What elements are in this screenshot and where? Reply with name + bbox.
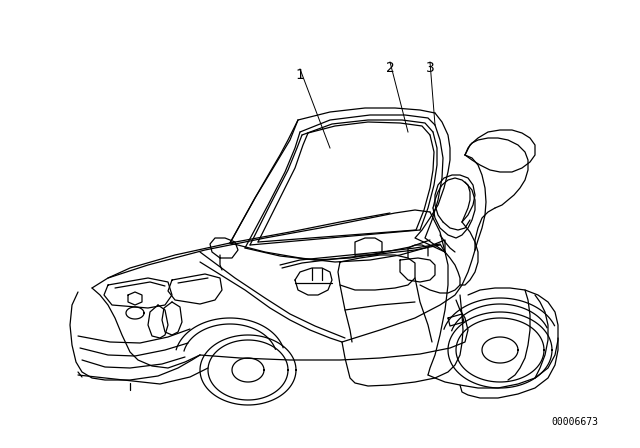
Text: 2: 2 [386,61,394,75]
Text: 1: 1 [296,68,305,82]
Text: 3: 3 [426,61,435,75]
Text: 00006673: 00006673 [552,417,598,427]
